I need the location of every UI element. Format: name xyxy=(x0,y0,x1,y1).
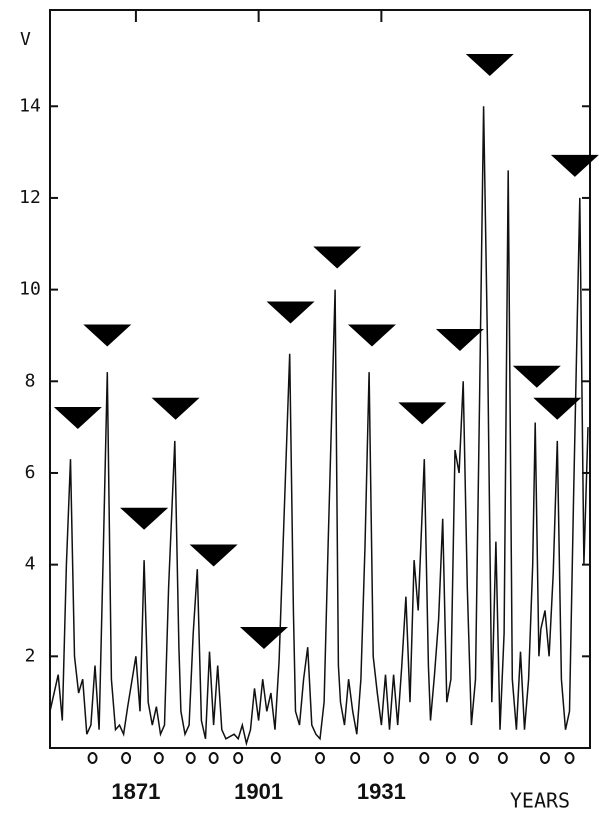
o-marker xyxy=(153,752,164,764)
o-marker xyxy=(315,752,325,764)
o-marker xyxy=(383,752,394,764)
o-marker xyxy=(350,752,361,764)
triangle-marker xyxy=(435,329,484,352)
triangle-marker xyxy=(151,397,200,420)
y-tick-label: 8 xyxy=(25,370,36,391)
o-marker xyxy=(87,752,98,764)
y-tick-label: 6 xyxy=(25,462,36,483)
o-marker xyxy=(540,752,550,764)
o-marker xyxy=(468,752,479,764)
o-marker xyxy=(233,752,244,764)
y-tick-label: 2 xyxy=(25,645,36,666)
o-marker xyxy=(185,752,196,764)
triangle-marker xyxy=(512,365,561,388)
y-axis-label: V xyxy=(20,29,31,50)
data-line xyxy=(49,106,589,747)
o-marker xyxy=(270,752,281,764)
triangle-marker xyxy=(398,402,447,425)
y-tick-label: 12 xyxy=(19,187,41,208)
plot-frame xyxy=(49,9,591,749)
triangle-marker xyxy=(266,301,315,324)
triangle-marker xyxy=(347,324,396,347)
o-marker xyxy=(121,752,132,764)
o-marker xyxy=(445,752,456,764)
triangle-marker xyxy=(189,544,238,567)
x-tick-label: 1931 xyxy=(357,779,406,804)
x-tick-label: 1871 xyxy=(111,779,160,804)
o-marker xyxy=(564,752,575,764)
triangle-marker xyxy=(465,54,514,77)
triangle-marker xyxy=(313,246,362,269)
x-axis-label: YEARS xyxy=(510,789,570,813)
triangle-marker xyxy=(533,397,582,420)
triangle-marker xyxy=(550,154,599,177)
triangle-marker xyxy=(239,626,288,649)
triangle-marker xyxy=(83,324,132,347)
triangle-marker xyxy=(53,406,102,429)
x-tick-label: 1901 xyxy=(234,779,283,804)
y-tick-label: 4 xyxy=(25,554,36,575)
o-marker xyxy=(208,752,219,764)
triangle-marker xyxy=(120,507,169,530)
y-tick-label: 14 xyxy=(19,95,41,116)
o-marker xyxy=(419,752,430,764)
o-marker xyxy=(497,752,508,764)
y-tick-label: 10 xyxy=(19,279,41,300)
